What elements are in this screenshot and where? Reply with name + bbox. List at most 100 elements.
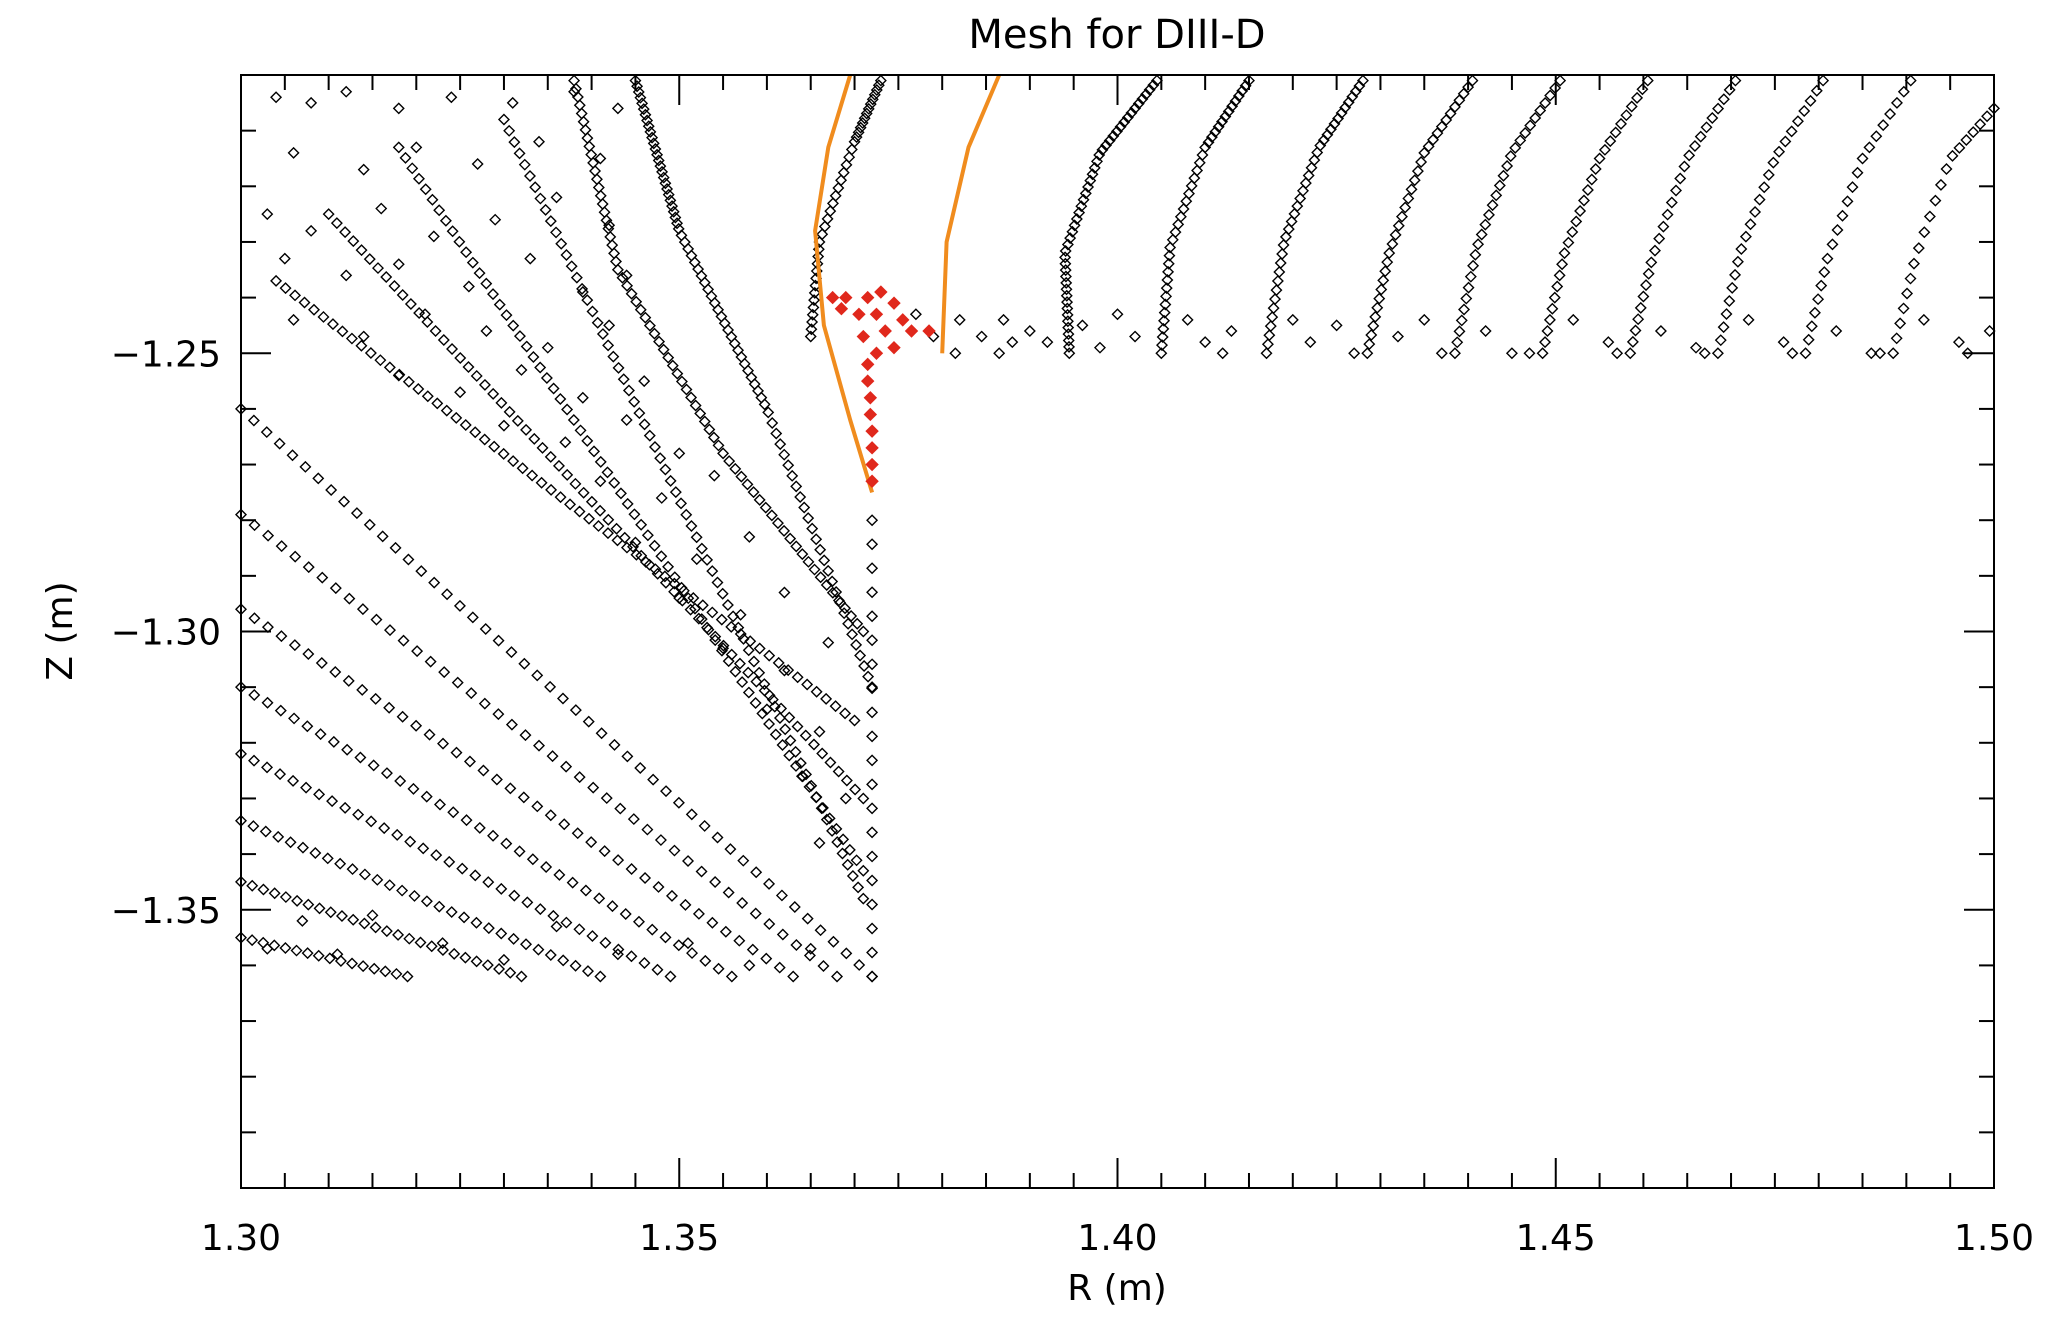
- mesh-point: [480, 277, 493, 290]
- mesh-point: [495, 882, 508, 895]
- mesh-point: [1199, 336, 1212, 349]
- mesh-point: [1225, 325, 1238, 337]
- mesh-point: [1890, 332, 1903, 345]
- mesh-point: [423, 728, 436, 741]
- mesh-point: [866, 898, 879, 911]
- mesh-point: [866, 538, 879, 551]
- mesh-point: [817, 960, 830, 973]
- mesh-point: [478, 378, 491, 391]
- mesh-point: [762, 406, 775, 419]
- mesh-point: [1169, 226, 1182, 239]
- mesh-point: [561, 403, 574, 416]
- mesh-point: [576, 286, 589, 299]
- mesh-point: [758, 684, 771, 697]
- mesh-point: [685, 808, 698, 821]
- mesh-point: [1060, 289, 1073, 302]
- mesh-point: [1277, 238, 1290, 251]
- mesh-point: [600, 792, 613, 805]
- mesh-point: [671, 367, 684, 380]
- mesh-point: [656, 165, 669, 178]
- mesh-point: [636, 97, 649, 110]
- mesh-point: [791, 720, 804, 733]
- mesh-point: [1504, 150, 1517, 163]
- mesh-point: [1490, 189, 1503, 202]
- mesh-point: [1361, 347, 1374, 360]
- mesh-point: [784, 734, 797, 747]
- mesh-point: [699, 954, 712, 967]
- mesh-point: [497, 953, 510, 966]
- mesh-point: [1904, 272, 1917, 285]
- mesh-point: [1799, 347, 1812, 360]
- highlight-point: [860, 374, 875, 388]
- mesh-point: [805, 323, 818, 336]
- mesh-point: [1367, 319, 1380, 332]
- mesh-point: [579, 884, 592, 897]
- mesh-point: [1645, 256, 1658, 269]
- mesh-point: [372, 262, 384, 275]
- mesh-point: [662, 560, 675, 573]
- mesh-point: [1729, 268, 1742, 281]
- mesh-point: [366, 909, 379, 922]
- mesh-point: [874, 74, 887, 87]
- mesh-point: [1629, 324, 1642, 337]
- mesh-point: [594, 152, 607, 165]
- mesh-point: [689, 399, 702, 412]
- mesh-point: [569, 704, 582, 717]
- mesh-point: [651, 963, 664, 976]
- mesh-point: [1830, 325, 1843, 337]
- mesh-point: [326, 318, 339, 331]
- mesh-point: [448, 947, 461, 960]
- mesh-point: [594, 189, 607, 202]
- mesh-point: [1475, 228, 1488, 241]
- mesh-point: [680, 508, 693, 521]
- mesh-point: [272, 830, 285, 843]
- mesh-point: [392, 258, 405, 271]
- mesh-point: [415, 565, 428, 578]
- mesh-point: [675, 375, 688, 388]
- mesh-point: [1637, 290, 1650, 303]
- mesh-point: [1661, 208, 1674, 221]
- mesh-point: [374, 354, 387, 367]
- mesh-point: [1798, 105, 1811, 118]
- mesh-point: [804, 330, 817, 343]
- mesh-point: [750, 866, 763, 879]
- mesh-point: [533, 135, 545, 148]
- mesh-point: [262, 529, 275, 542]
- mesh-point: [673, 592, 686, 605]
- mesh-point: [1519, 126, 1532, 139]
- mesh-point: [497, 447, 510, 460]
- mesh-point: [1698, 347, 1711, 360]
- mesh-point: [1162, 265, 1175, 278]
- mesh-point: [628, 395, 641, 408]
- mesh-point: [568, 74, 581, 87]
- mesh-point: [390, 967, 403, 980]
- mesh-point: [598, 206, 611, 219]
- mesh-point: [1356, 74, 1369, 87]
- mesh-point: [1907, 257, 1920, 270]
- mesh-point: [247, 820, 260, 833]
- mesh-point: [323, 952, 336, 965]
- mesh-point: [630, 295, 643, 308]
- mesh-point: [389, 541, 402, 554]
- mesh-point: [596, 197, 609, 210]
- mesh-point: [741, 478, 754, 491]
- highlight-point: [922, 324, 936, 338]
- mesh-point: [1199, 141, 1212, 154]
- mesh-point: [412, 383, 425, 396]
- mesh-point: [685, 520, 698, 532]
- mesh-point: [608, 738, 621, 751]
- mesh-point: [806, 308, 819, 321]
- mesh-point: [1870, 130, 1883, 143]
- mesh-point: [355, 339, 368, 352]
- mesh-point: [569, 959, 582, 972]
- mesh-point: [768, 700, 781, 713]
- mesh-point: [248, 519, 261, 532]
- mesh-point: [436, 937, 449, 950]
- mesh-point: [1818, 266, 1831, 279]
- mesh-point: [769, 728, 782, 741]
- mesh-point: [614, 802, 627, 815]
- mesh-point: [763, 877, 776, 890]
- mesh-point: [508, 136, 521, 149]
- mesh-point: [678, 236, 691, 249]
- mesh-point: [518, 657, 531, 670]
